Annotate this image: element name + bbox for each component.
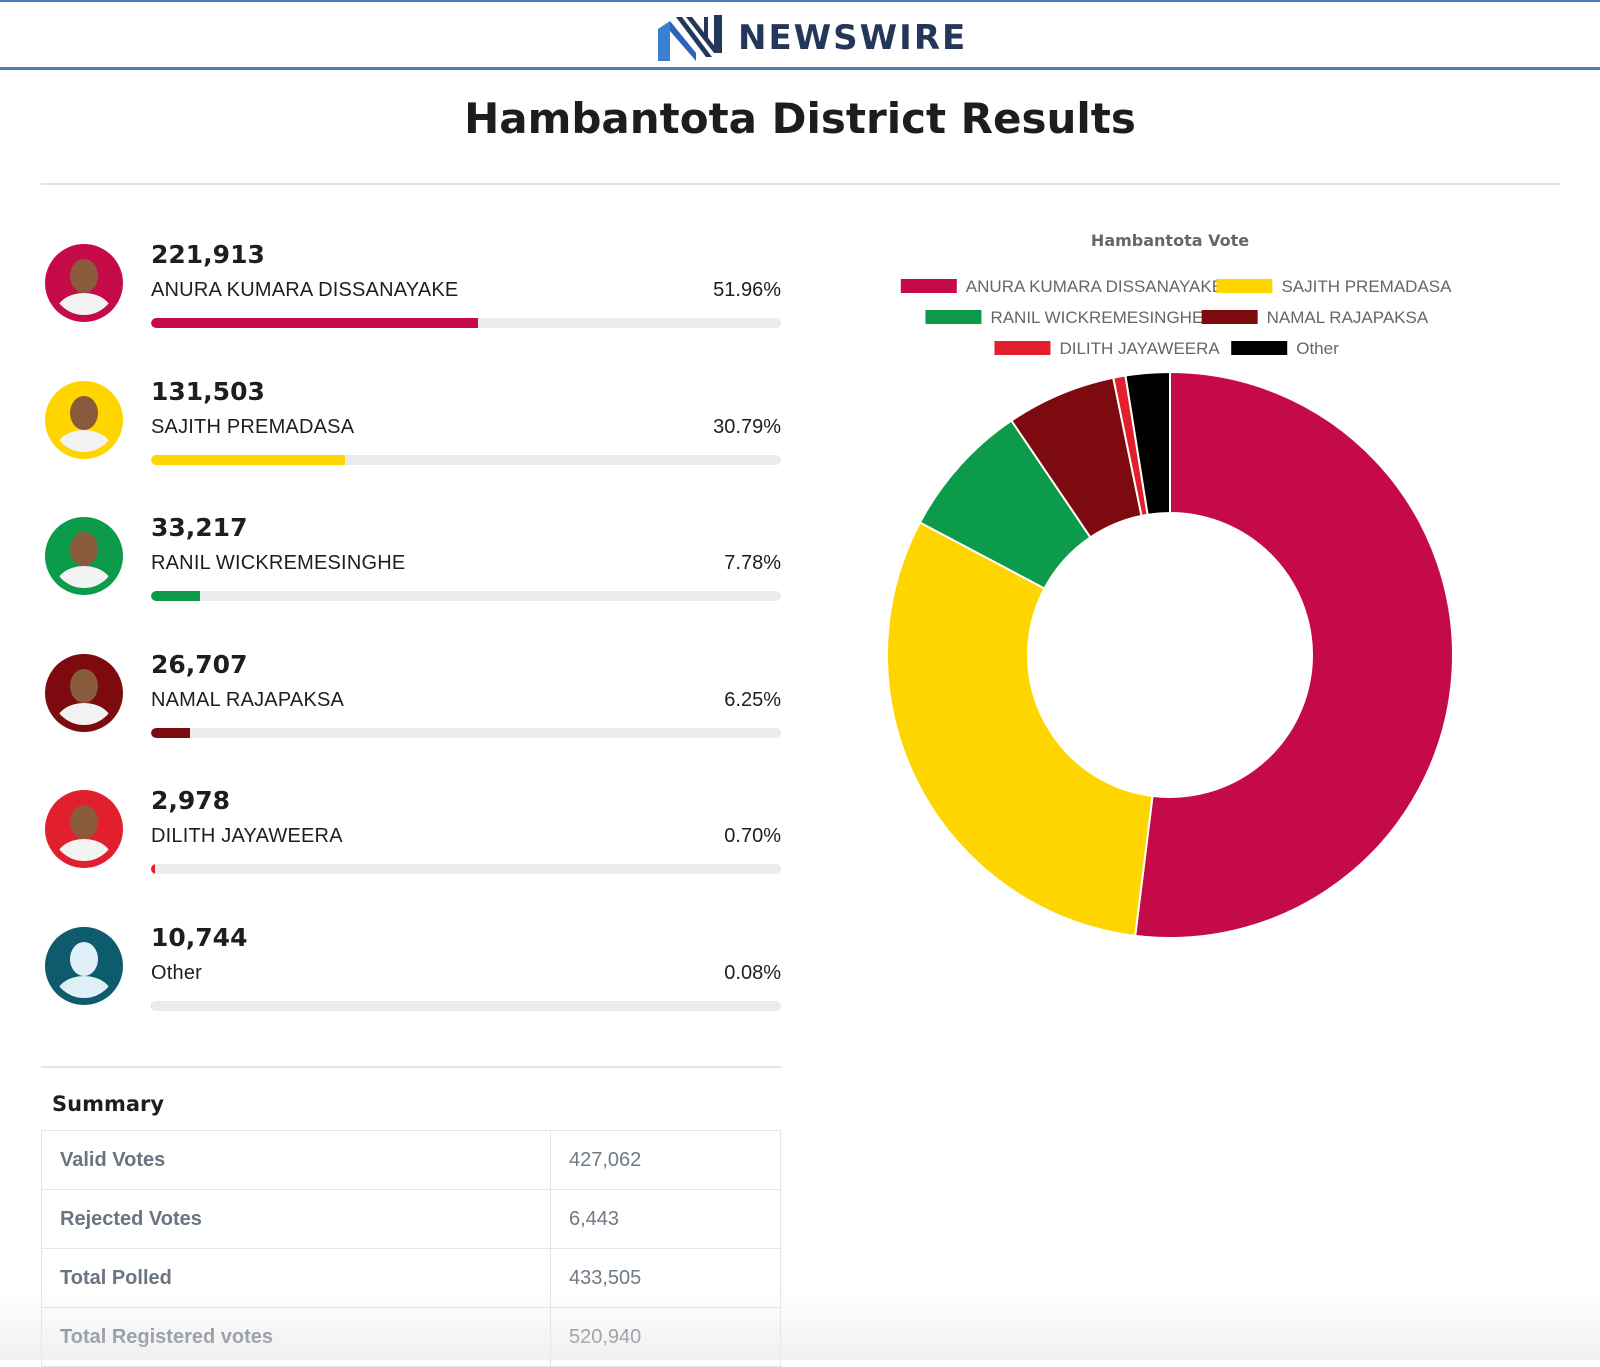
progress-fill xyxy=(151,591,200,601)
summary-row: Total Registered votes 520,940 xyxy=(41,1307,781,1367)
newswire-logo-icon xyxy=(658,15,722,61)
candidate-votes: 33,217 xyxy=(151,513,248,542)
summary-label: Valid Votes xyxy=(41,1130,551,1190)
candidate-votes: 10,744 xyxy=(151,923,248,952)
legend-swatch xyxy=(1216,279,1273,293)
candidate-percent: 30.79% xyxy=(713,416,781,438)
progress-fill xyxy=(151,318,479,328)
candidate-avatar xyxy=(45,790,123,868)
legend-swatch xyxy=(925,310,982,324)
candidate-votes: 2,978 xyxy=(151,786,231,815)
candidate-percent: 6.25% xyxy=(724,689,781,711)
doughnut-slice xyxy=(886,521,1154,937)
chart-title: Hambantota Vote xyxy=(1091,231,1249,250)
legend-label: NAMAL RAJAPAKSA xyxy=(1267,308,1429,327)
legend-label: RANIL WICKREMESINGHE xyxy=(990,308,1203,327)
candidate-votes: 221,913 xyxy=(151,240,265,269)
progress-fill xyxy=(151,1001,152,1011)
page-title: Hambantota District Results xyxy=(464,94,1136,143)
progress-track xyxy=(151,864,781,874)
candidate-row: 221,913 ANURA KUMARA DISSANAYAKE 51.96% xyxy=(41,240,781,350)
summary-table: Valid Votes 427,062 Rejected Votes 6,443 Tot… xyxy=(41,1130,781,1367)
progress-track xyxy=(151,455,781,465)
candidate-row: 2,978 DILITH JAYAWEERA 0.70% xyxy=(41,786,781,896)
doughnut-slice xyxy=(1134,370,1454,939)
candidate-votes: 131,503 xyxy=(151,377,265,406)
doughnut-slice xyxy=(1124,370,1171,516)
candidate-name: SAJITH PREMADASA xyxy=(151,416,355,438)
summary-value: 433,505 xyxy=(550,1248,781,1308)
candidate-percent: 0.70% xyxy=(724,825,781,847)
candidate-row: 10,744 Other 0.08% xyxy=(41,923,781,1033)
progress-track xyxy=(151,318,781,328)
legend-label: DILITH JAYAWEERA xyxy=(1059,339,1220,358)
candidate-percent: 51.96% xyxy=(713,279,781,301)
summary-label: Rejected Votes xyxy=(41,1189,551,1249)
newswire-logo[interactable]: NEWSWIRE xyxy=(656,12,967,64)
candidate-name: Other xyxy=(151,962,203,984)
legend-swatch xyxy=(1201,310,1258,324)
summary-row: Total Polled 433,505 xyxy=(41,1248,781,1308)
summary-value: 520,940 xyxy=(550,1307,781,1367)
candidate-name: DILITH JAYAWEERA xyxy=(151,825,343,847)
summary-label: Total Registered votes xyxy=(41,1307,551,1367)
legend-swatch xyxy=(1231,341,1288,355)
summary-row: Rejected Votes 6,443 xyxy=(41,1189,781,1249)
candidate-percent: 0.08% xyxy=(724,962,781,984)
legend-label: Other xyxy=(1296,339,1339,358)
candidate-name: ANURA KUMARA DISSANAYAKE xyxy=(151,279,459,301)
brand-name: NEWSWIRE xyxy=(738,18,968,58)
progress-track xyxy=(151,728,781,738)
progress-fill xyxy=(151,728,191,738)
summary-title: Summary xyxy=(52,1092,165,1116)
legend-label: ANURA KUMARA DISSANAYAKE xyxy=(966,277,1223,296)
summary-divider xyxy=(41,1066,781,1068)
candidate-avatar xyxy=(45,654,123,732)
title-divider xyxy=(41,183,1561,185)
summary-row: Valid Votes 427,062 xyxy=(41,1130,781,1190)
site-header: NEWSWIRE xyxy=(0,0,1600,70)
candidate-row: 33,217 RANIL WICKREMESINGHE 7.78% xyxy=(41,513,781,623)
candidate-percent: 7.78% xyxy=(724,552,781,574)
summary-value: 6,443 xyxy=(550,1189,781,1249)
candidate-name: RANIL WICKREMESINGHE xyxy=(151,552,406,574)
summary-label: Total Polled xyxy=(41,1248,551,1308)
legend-swatch xyxy=(900,279,957,293)
candidate-avatar xyxy=(45,517,123,595)
vote-doughnut-chart: Hambantota Vote ANURA KUMARA DISSANAYAKE S… xyxy=(886,231,1454,939)
progress-fill xyxy=(151,455,345,465)
progress-track xyxy=(151,1001,781,1011)
progress-fill xyxy=(151,864,156,874)
candidate-avatar xyxy=(45,244,123,322)
candidate-votes: 26,707 xyxy=(151,650,248,679)
summary-value: 427,062 xyxy=(550,1130,781,1190)
progress-track xyxy=(151,591,781,601)
candidate-avatar xyxy=(45,381,123,459)
legend-label: SAJITH PREMADASA xyxy=(1281,277,1452,296)
generic-person-icon xyxy=(45,927,123,1005)
candidate-name: NAMAL RAJAPAKSA xyxy=(151,689,345,711)
legend-swatch xyxy=(994,341,1051,355)
candidate-row: 26,707 NAMAL RAJAPAKSA 6.25% xyxy=(41,650,781,760)
candidate-row: 131,503 SAJITH PREMADASA 30.79% xyxy=(41,377,781,487)
